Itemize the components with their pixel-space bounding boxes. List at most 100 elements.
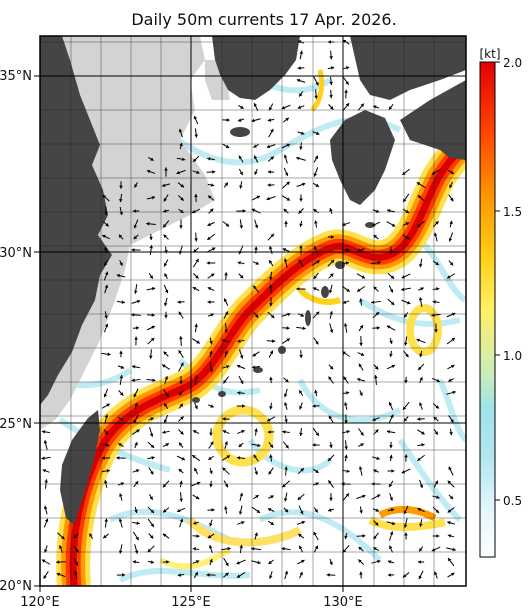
current-arrow <box>148 467 154 475</box>
current-arrow <box>133 388 139 398</box>
current-arrow <box>103 260 109 266</box>
current-arrow <box>116 573 126 577</box>
current-arrow <box>207 300 215 304</box>
current-arrow <box>192 534 200 538</box>
current-arrow <box>328 364 334 370</box>
current-arrow <box>314 389 318 397</box>
current-arrow <box>132 469 140 473</box>
current-arrow <box>192 155 200 163</box>
current-arrow <box>281 338 291 344</box>
current-arrow <box>147 456 155 460</box>
current-arrow <box>449 220 453 228</box>
current-arrow <box>447 521 455 525</box>
current-arrow <box>207 157 215 161</box>
current-arrow <box>431 546 441 552</box>
current-arrow <box>224 441 228 449</box>
current-arrow <box>389 493 394 501</box>
current-arrow <box>149 233 153 241</box>
current-arrow <box>373 429 379 435</box>
current-arrow <box>342 300 350 304</box>
current-arrow <box>119 181 123 189</box>
current-arrow <box>102 469 110 473</box>
current-arrow <box>178 390 184 396</box>
current-arrow <box>134 402 138 410</box>
colorbar-tick-0.5: 0.5 <box>503 494 522 508</box>
current-arrow <box>224 506 228 514</box>
current-arrow <box>41 430 51 434</box>
current-arrow <box>251 208 261 214</box>
current-arrow <box>281 181 291 189</box>
current-arrow <box>284 570 289 580</box>
current-arrow <box>284 220 288 228</box>
current-arrow <box>328 284 333 294</box>
current-arrow <box>344 89 348 99</box>
current-arrow <box>297 533 305 539</box>
current-arrow <box>401 468 411 474</box>
current-arrow <box>312 182 320 188</box>
current-arrow <box>356 273 366 279</box>
current-arrow <box>299 50 304 60</box>
current-arrow <box>358 466 363 476</box>
current-arrow <box>192 494 200 500</box>
current-arrow <box>177 573 185 577</box>
current-arrow <box>358 363 364 371</box>
colorbar-unit: [kt] <box>479 47 500 61</box>
current-arrow <box>119 193 123 203</box>
current-arrow <box>236 571 246 579</box>
current-arrow <box>222 221 230 227</box>
current-arrow <box>118 390 124 396</box>
current-arrow <box>192 429 200 435</box>
current-arrow <box>207 183 215 187</box>
current-arrow <box>178 403 184 409</box>
current-arrow <box>148 533 154 539</box>
current-arrow <box>163 234 169 240</box>
japan-sea-coast <box>350 36 466 100</box>
current-arrow <box>312 404 320 408</box>
current-arrow <box>329 89 333 99</box>
current-arrow <box>314 220 318 228</box>
current-arrow <box>102 221 110 227</box>
current-arrow <box>417 454 425 462</box>
current-arrow <box>296 182 306 188</box>
current-arrow <box>238 442 244 448</box>
current-arrow <box>283 208 289 214</box>
current-arrow <box>178 349 184 359</box>
current-arrow <box>329 558 333 566</box>
current-arrow <box>448 466 454 476</box>
current-arrow <box>446 547 456 552</box>
current-arrow <box>162 430 170 434</box>
current-arrow <box>283 377 289 383</box>
current-arrow <box>146 378 156 382</box>
current-arrow <box>146 222 156 226</box>
current-arrow <box>344 402 348 410</box>
current-arrow <box>446 337 456 345</box>
lon-label-125: 125°E <box>171 595 211 610</box>
current-arrow <box>418 287 424 291</box>
current-arrow <box>238 155 244 163</box>
current-arrow <box>389 531 394 541</box>
current-arrow <box>132 521 140 525</box>
current-arrow <box>43 440 48 450</box>
current-arrow <box>388 104 394 110</box>
current-arrow <box>373 520 379 526</box>
current-arrow <box>239 181 243 189</box>
current-arrow <box>57 532 65 540</box>
current-arrow <box>117 300 125 304</box>
current-arrow <box>417 443 425 447</box>
current-arrow <box>209 467 213 475</box>
current-arrow <box>223 572 229 578</box>
current-arrow <box>283 507 289 513</box>
current-arrow <box>359 298 363 306</box>
current-arrow <box>329 76 333 86</box>
current-arrow <box>447 572 455 578</box>
current-arrow <box>223 557 229 567</box>
current-arrow <box>417 429 425 435</box>
current-arrow <box>389 441 393 449</box>
current-arrow <box>238 349 244 359</box>
current-arrow <box>268 259 274 267</box>
current-arrow <box>176 507 186 513</box>
current-arrow <box>343 376 349 384</box>
current-arrow <box>206 233 216 241</box>
lat-label-35: 35°N <box>0 69 32 84</box>
current-arrow <box>222 429 230 435</box>
